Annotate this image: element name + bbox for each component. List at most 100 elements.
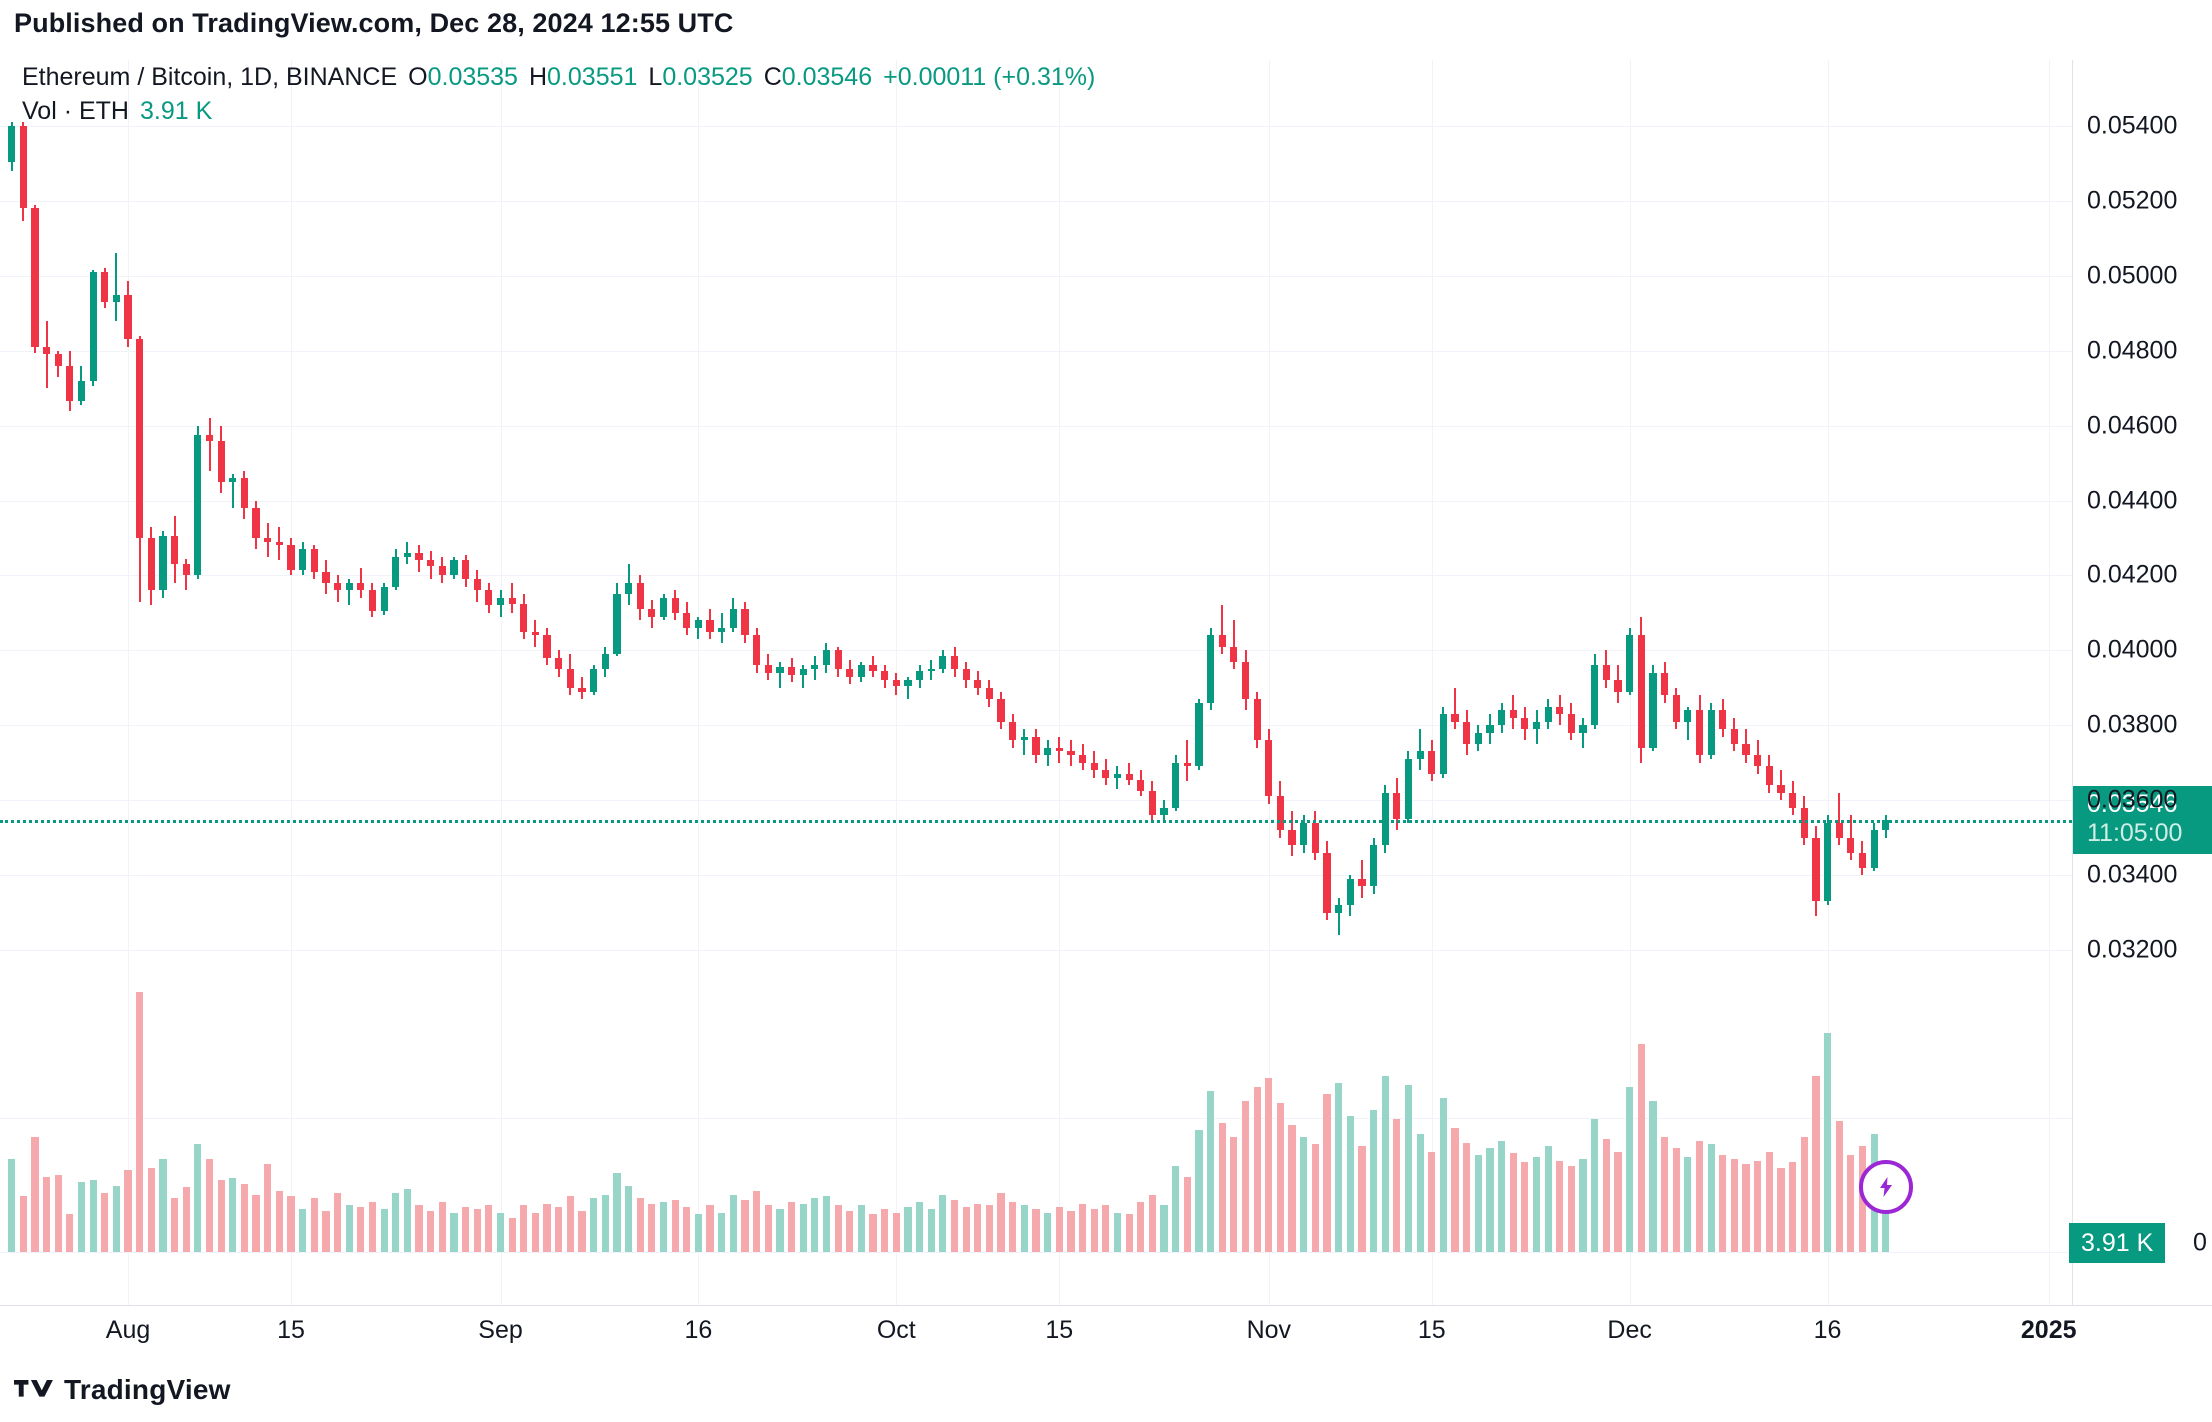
current-price-badge[interactable]: 0.03546 11:05:00	[2073, 786, 2212, 855]
candle-wick	[1686, 706, 1689, 741]
price-axis-tick: 0.03200	[2087, 935, 2178, 964]
volume-bar	[310, 1198, 318, 1252]
candle-body	[881, 670, 889, 681]
volume-bar	[1265, 1078, 1273, 1252]
candle-body	[19, 125, 27, 209]
volume-bar	[706, 1205, 714, 1252]
volume-bar	[147, 1167, 155, 1252]
volume-bar	[112, 1185, 120, 1252]
candle-body	[170, 536, 179, 565]
candle-body	[438, 566, 446, 576]
volume-bar	[217, 1180, 225, 1252]
candle-body	[1404, 758, 1413, 819]
volume-bar	[403, 1189, 411, 1252]
volume-bar	[1090, 1208, 1098, 1252]
volume-bar	[1637, 1044, 1645, 1252]
candle-body	[683, 612, 691, 628]
price-axis[interactable]: 0.03546 11:05:00 3.91 K 0 0.05400 0.05200…	[2069, 60, 2212, 1305]
volume-bar	[1591, 1119, 1599, 1252]
volume-bar	[927, 1208, 935, 1252]
candle-body	[1346, 878, 1354, 906]
volume-bar	[1626, 1087, 1634, 1252]
time-axis[interactable]: Aug 15 Sep 16 Oct 15 Nov 15 Dec 16 2025	[0, 1305, 2212, 1366]
candle-body	[1858, 852, 1867, 868]
price-axis-tick: 0.05200	[2087, 186, 2178, 215]
candle-body	[1626, 635, 1634, 692]
gridline	[0, 800, 2072, 801]
candle-body	[1765, 766, 1773, 786]
volume-bar	[566, 1196, 574, 1252]
volume-bar	[997, 1192, 1005, 1252]
volume-bar	[1067, 1210, 1075, 1252]
candle-body	[1777, 785, 1785, 793]
published-caption: Published on TradingView.com, Dec 28, 20…	[14, 8, 734, 38]
price-axis-tick: 0.05000	[2087, 261, 2178, 290]
volume-badge[interactable]: 3.91 K	[2069, 1223, 2166, 1263]
volume-zero-label: 0	[2193, 1228, 2207, 1257]
volume-bar	[485, 1205, 493, 1252]
price-axis-tick: 0.04800	[2087, 336, 2178, 365]
gridline	[0, 575, 2072, 576]
candle-body	[357, 582, 365, 591]
candle-wick	[1360, 860, 1363, 898]
candle-body	[1602, 665, 1610, 681]
candle-body	[229, 478, 237, 482]
volume-bar	[182, 1187, 190, 1252]
price-pane[interactable]	[0, 60, 2072, 1305]
volume-bar	[578, 1210, 586, 1252]
candle-body	[42, 346, 51, 355]
volume-bar	[170, 1198, 179, 1252]
volume-bar	[1195, 1130, 1203, 1252]
volume-bar	[1660, 1137, 1669, 1252]
candle-body	[159, 536, 167, 591]
volume-bar	[1172, 1165, 1180, 1252]
candle-body	[1451, 714, 1459, 722]
candle-body	[1521, 717, 1529, 730]
volume-bar	[904, 1207, 912, 1252]
chart-container[interactable]: Ethereum / Bitcoin, 1D, BINANCE O0.03535 H…	[0, 60, 2212, 1366]
candle-wick	[1779, 770, 1782, 801]
candle-body	[659, 597, 668, 617]
candle-body	[473, 579, 481, 591]
volume-bar	[764, 1205, 772, 1252]
volume-bar	[694, 1214, 703, 1252]
lightning-bolt-icon[interactable]	[1859, 1160, 1913, 1214]
volume-bar	[1742, 1164, 1750, 1252]
gridline	[0, 875, 2072, 876]
volume-bar	[136, 992, 144, 1252]
candle-body	[1532, 721, 1541, 729]
volume-bar	[275, 1191, 283, 1252]
candle-body	[1044, 747, 1052, 756]
candle-body	[333, 582, 342, 591]
candle-wick	[1454, 687, 1457, 729]
volume-bar	[1160, 1205, 1168, 1252]
volume-bar	[1847, 1155, 1855, 1252]
volume-bar	[1078, 1203, 1087, 1252]
candle-body	[520, 603, 528, 632]
candle-body	[1730, 729, 1739, 744]
candle-body	[54, 354, 62, 366]
gridline	[128, 60, 129, 1305]
gridline	[501, 60, 502, 1305]
candle-body	[1660, 672, 1669, 696]
candle-body	[694, 620, 703, 628]
candle-body	[1742, 744, 1750, 756]
volume-bar	[601, 1194, 609, 1252]
volume-bar	[1044, 1212, 1052, 1252]
volume-bar	[1777, 1167, 1785, 1252]
volume-bar	[950, 1200, 959, 1252]
candle-body	[205, 434, 214, 441]
candle-body	[869, 665, 877, 671]
gridline	[0, 351, 2072, 352]
candle-body	[1579, 725, 1587, 733]
time-axis-tick: Nov	[1246, 1316, 1292, 1344]
candle-body	[101, 272, 109, 302]
candle-body	[1486, 725, 1494, 733]
candle-body	[264, 537, 272, 542]
gridline	[1432, 60, 1433, 1305]
volume-bar	[613, 1173, 621, 1252]
gridline	[2049, 60, 2050, 1305]
candle-body	[136, 339, 144, 538]
volume-bar	[1428, 1151, 1436, 1252]
